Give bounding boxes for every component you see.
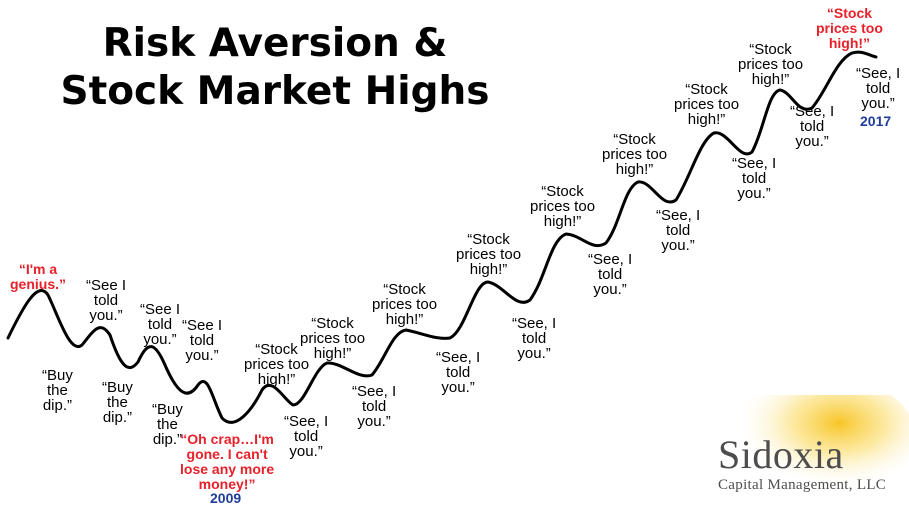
quote-see-told-you-4: “See, I told you.”: [512, 315, 557, 362]
quote-see-told-you-1: “See, I told you.”: [284, 413, 329, 460]
quote-prices-too-high-8: “Stock prices too high!”: [738, 41, 804, 88]
quote-see-told-you-9: “See, I told you.”: [856, 65, 901, 112]
quote-prices-too-high-5: “Stock prices too high!”: [530, 183, 596, 230]
sidoxia-logo: Sidoxia Capital Management, LLC: [690, 395, 909, 511]
quote-prices-too-high-1: “Stock prices too high!”: [244, 341, 310, 388]
sun-glow-icon: [725, 395, 909, 495]
quote-see-told-you-3: “See, I told you.”: [436, 349, 481, 396]
year-start-label: 2009: [210, 490, 242, 506]
quote-prices-too-high-7: “Stock prices too high!”: [674, 81, 740, 128]
year-end-label: 2017: [860, 113, 892, 129]
quote-prices-too-high-2: “Stock prices too high!”: [300, 315, 366, 362]
quote-see-told-you-6: “See, I told you.”: [656, 207, 701, 254]
quote-see-told-you-8: “See, I told you.”: [790, 103, 835, 150]
quote-prices-too-high-3: “Stock prices too high!”: [372, 281, 438, 328]
quote-see-told-you-2: “See, I told you.”: [352, 383, 397, 430]
quote-prices-too-high-4: “Stock prices too high!”: [456, 231, 522, 278]
title-line-2: Stock Market Highs: [60, 69, 490, 114]
logo-name: Sidoxia: [718, 432, 844, 477]
page-title: Risk Aversion & Stock Market Highs: [40, 20, 510, 116]
quote-prices-too-high-9: “Stock prices too high!”: [816, 5, 883, 51]
quote-im-a-genius: “I'm a genius.”: [10, 261, 67, 292]
logo-subtitle: Capital Management, LLC: [718, 477, 887, 493]
quote-buy-the-dip-1: “Buy the dip.”: [42, 367, 73, 414]
quote-see-i-told-you-1: “See I told you.”: [86, 277, 127, 324]
quote-prices-too-high-6: “Stock prices too high!”: [602, 131, 668, 178]
quote-oh-crap: “Oh crap…I'm gone. I can't lose any more…: [180, 431, 275, 492]
quote-buy-the-dip-2: “Buy the dip.”: [102, 379, 133, 426]
quote-buy-the-dip-3: “Buy the dip.”: [152, 401, 183, 448]
quote-see-i-told-you-2: “See I told you.”: [140, 301, 181, 348]
quote-see-told-you-7: “See, I told you.”: [732, 155, 777, 202]
quote-see-told-you-5: “See, I told you.”: [588, 251, 633, 298]
market-price-line: [6, 50, 878, 424]
quote-see-i-told-you-3: “See I told you.”: [182, 317, 223, 364]
title-line-1: Risk Aversion &: [102, 21, 448, 66]
